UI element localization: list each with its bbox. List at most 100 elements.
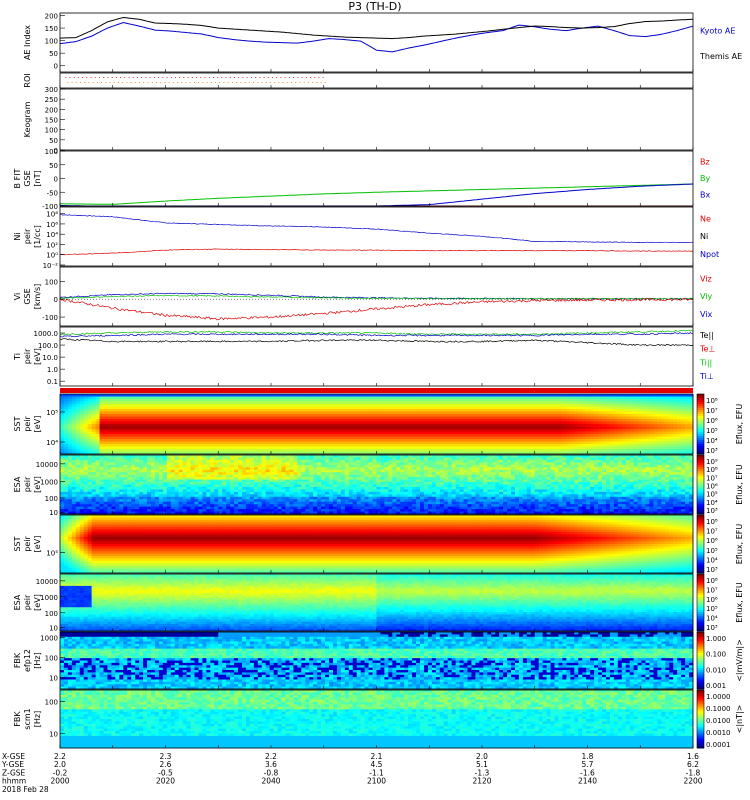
y-tick-label: 200	[45, 106, 58, 114]
roi-dot	[221, 77, 222, 78]
roi-dot	[89, 82, 90, 83]
roi-dot	[167, 77, 168, 78]
y-tick-label: 150	[45, 25, 58, 33]
panel-ylabel: ROI	[23, 73, 32, 87]
roi-dot	[114, 82, 115, 83]
colorbar-label: Eflux, EFU	[735, 404, 744, 445]
y-tick-label: 10.0	[42, 354, 58, 362]
roi-dot	[213, 77, 214, 78]
roi-dot	[228, 82, 229, 83]
roi-dot	[285, 77, 286, 78]
roi-dot	[105, 82, 106, 83]
roi-dot	[276, 77, 277, 78]
roi-dot	[215, 82, 216, 83]
roi-dot	[160, 82, 161, 83]
legend-entry: Themis AE	[699, 52, 742, 61]
roi-dot	[93, 82, 94, 83]
y-tick-label: 10⁵	[46, 409, 58, 417]
y-tick-label: 300	[45, 86, 58, 94]
roi-dot	[312, 82, 313, 83]
roi-dot	[259, 77, 260, 78]
roi-dot	[103, 77, 104, 78]
roi-dot	[171, 77, 172, 78]
y-tick-label: 10⁻²	[43, 262, 59, 270]
roi-dot	[266, 82, 267, 83]
roi-dot	[289, 77, 290, 78]
panel-ylabel: AE Index	[23, 25, 32, 60]
roi-dot	[186, 82, 187, 83]
y-tick-label: 50	[49, 162, 58, 170]
roi-dot	[135, 82, 136, 83]
colorbar-tick-label: 10⁶	[706, 417, 718, 425]
roi-dot	[72, 82, 73, 83]
heatmap-cells	[60, 394, 694, 455]
y-tick-label: 100	[45, 127, 58, 135]
panel-ylabel: ESA peir [eV]	[13, 476, 42, 493]
panel-ylabel-line: peir	[23, 416, 32, 432]
roi-dot	[200, 77, 201, 78]
y-tick-label: 10⁴	[46, 439, 58, 447]
panel-ylabel-line: peir	[23, 476, 32, 492]
panel-ylabel-line: peir	[23, 348, 32, 364]
roi-dot	[194, 82, 195, 83]
roi-dot	[274, 82, 275, 83]
roi-dot	[133, 77, 134, 78]
roi-dot	[300, 82, 301, 83]
panel-ylabel: Ti peir [eV]	[13, 348, 42, 365]
roi-dot	[283, 82, 284, 83]
series-line-Ne	[60, 249, 693, 255]
roi-dot	[198, 82, 199, 83]
colorbar-tick-label: 10⁸	[706, 397, 718, 405]
roi-dot	[183, 77, 184, 78]
roi-dot	[158, 77, 159, 78]
series-line-Te||	[60, 339, 693, 346]
y-tick-label: 250	[45, 96, 58, 104]
roi-dot	[245, 82, 246, 83]
legend-entry: Ti||	[699, 358, 712, 367]
panel-ylabel-line: [1/cc]	[33, 225, 42, 248]
roi-dot	[278, 82, 279, 83]
panel-frame	[60, 151, 693, 206]
roi-dot	[262, 82, 263, 83]
series-line-Bx	[60, 184, 693, 206]
roi-dot	[162, 77, 163, 78]
series-line-Viy	[60, 295, 693, 299]
panel-frame	[60, 207, 693, 266]
roi-dot	[202, 82, 203, 83]
panel-ylabel-line: [eV]	[33, 416, 42, 433]
roi-dot	[306, 77, 307, 78]
panel-ylabel: Vi GSE [km/s]	[13, 284, 42, 310]
roi-dot	[118, 82, 119, 83]
roi-dot	[124, 77, 125, 78]
y-tick-label: 100	[45, 38, 58, 46]
roi-dot	[67, 82, 68, 83]
roi-dot	[101, 82, 102, 83]
panel-ylabel-line: peir	[23, 228, 32, 244]
roi-dot	[295, 82, 296, 83]
roi-dot	[179, 77, 180, 78]
roi-dot	[293, 77, 294, 78]
panel-ylabel-line: Ni	[13, 232, 22, 240]
legend-entry: Viy	[700, 292, 713, 301]
roi-dot	[110, 82, 111, 83]
y-tick-label: 10⁶	[46, 221, 58, 229]
roi-dot	[240, 82, 241, 83]
panel-ylabel: Ni peir [1/cc]	[13, 225, 42, 248]
roi-dot	[169, 82, 170, 83]
roi-dot	[173, 82, 174, 83]
roi-dot	[211, 82, 212, 83]
colorbar-tick-label: 10⁵	[706, 427, 718, 435]
roi-dot	[272, 77, 273, 78]
roi-dot	[234, 77, 235, 78]
y-tick-label: 200	[45, 13, 58, 21]
panel-ylabel-line: ESA	[13, 476, 22, 492]
roi-dot	[251, 77, 252, 78]
legend-entry: Ti⊥	[699, 372, 714, 381]
panel-ylabel-line: SST	[13, 416, 22, 431]
roi-dot	[80, 82, 81, 83]
panel-ylabel: Keogram	[23, 101, 32, 137]
